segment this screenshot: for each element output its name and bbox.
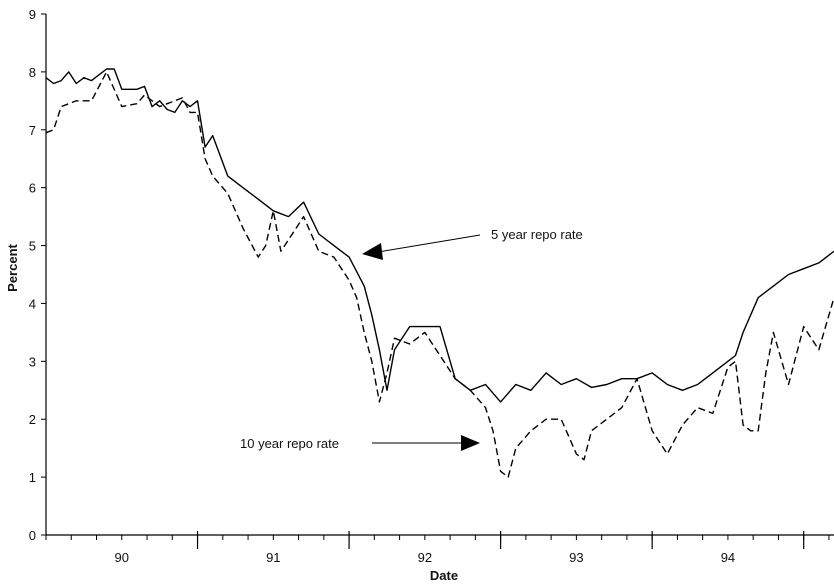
x-axis-title: Date	[430, 568, 458, 583]
annotation-10-year-arrowhead	[461, 435, 480, 451]
series-line-solid	[45, 68, 834, 403]
x-tick-label-94: 94	[721, 550, 735, 565]
x-ticks	[45, 531, 830, 549]
y-ticks: 0 1 2 3 4 5 6 7 8 9	[29, 7, 46, 543]
x-tick-label-91: 91	[266, 550, 280, 565]
y-tick-label-6: 6	[29, 181, 36, 196]
x-tick-labels: 90 91 92 93 94	[115, 550, 736, 565]
y-tick-label-9: 9	[29, 7, 36, 22]
y-tick-label-5: 5	[29, 239, 36, 254]
annotation-10-year-label: 10 year repo rate	[240, 436, 339, 451]
x-tick-label-90: 90	[115, 550, 129, 565]
annotation-5-year-label: 5 year repo rate	[491, 227, 583, 242]
axes	[45, 14, 834, 536]
annotation-5-year-arrow-line	[377, 234, 481, 253]
y-tick-label-2: 2	[29, 412, 36, 427]
y-axis-title: Percent	[5, 243, 20, 291]
annotation-10-year: 10 year repo rate	[240, 435, 480, 451]
series-line-dashed	[45, 71, 834, 478]
x-tick-label-93: 93	[569, 550, 583, 565]
y-tick-label-4: 4	[29, 296, 36, 311]
y-tick-label-7: 7	[29, 123, 36, 138]
series-layer	[45, 68, 834, 478]
y-tick-label-3: 3	[29, 354, 36, 369]
x-tick-label-92: 92	[418, 550, 432, 565]
annotation-5-year-arrowhead	[362, 243, 383, 260]
y-tick-label-1: 1	[29, 470, 36, 485]
y-tick-label-8: 8	[29, 65, 36, 80]
annotation-5-year: 5 year repo rate	[362, 227, 583, 260]
y-tick-label-0: 0	[29, 528, 36, 543]
